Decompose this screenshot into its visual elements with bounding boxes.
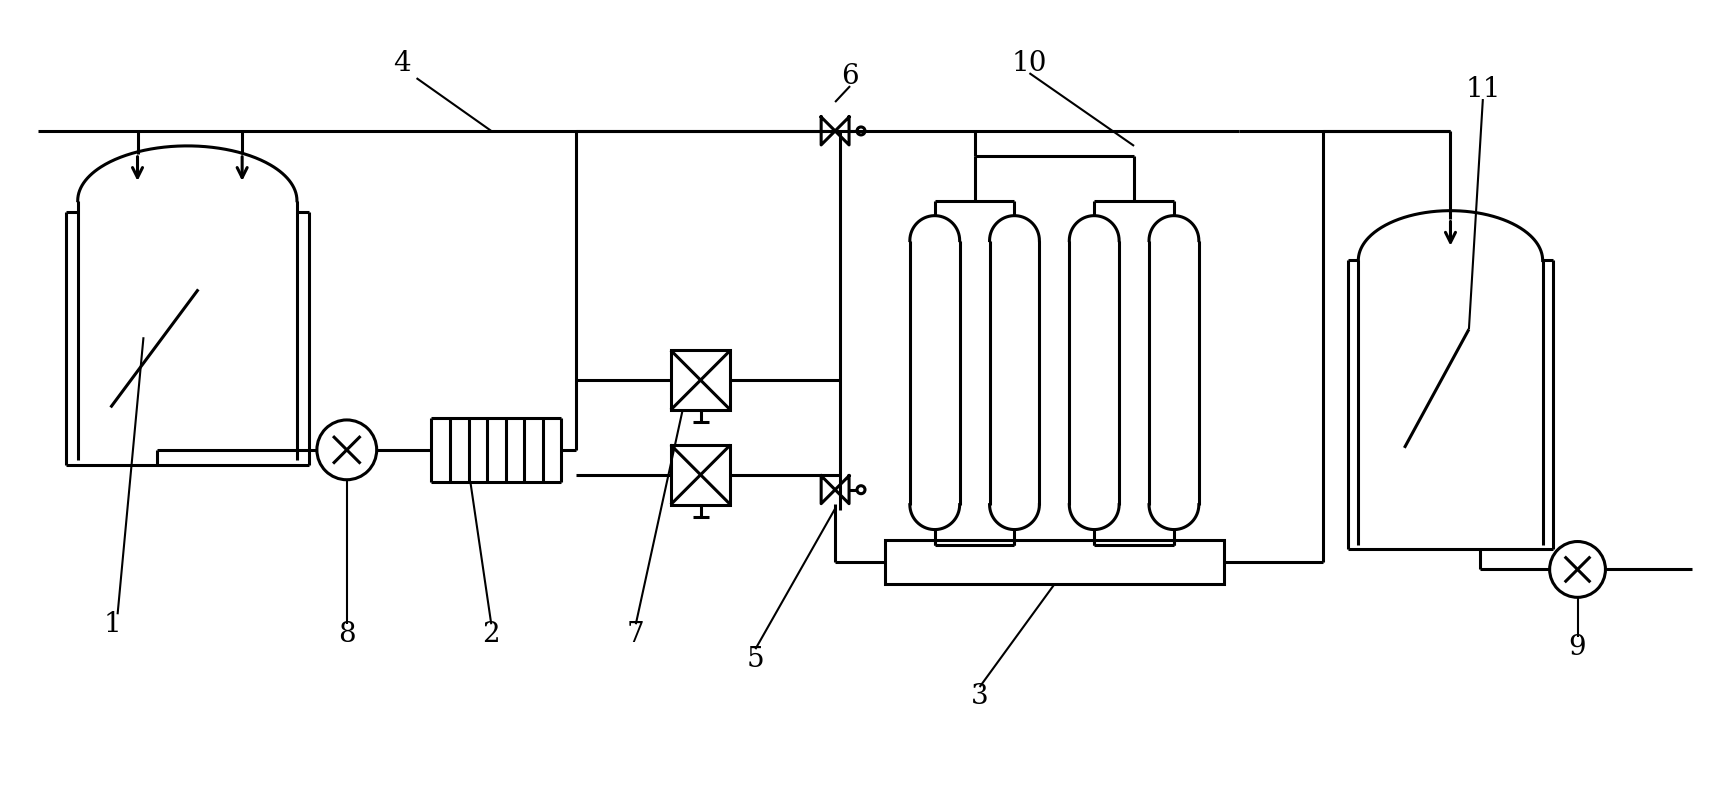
Text: 6: 6 <box>841 63 858 90</box>
Text: 5: 5 <box>747 646 765 672</box>
Text: 10: 10 <box>1012 49 1047 77</box>
Text: 3: 3 <box>971 684 988 710</box>
Text: 9: 9 <box>1569 633 1586 661</box>
Text: 11: 11 <box>1465 76 1500 103</box>
Text: 1: 1 <box>104 611 121 638</box>
Bar <box>886 540 1223 584</box>
Text: 2: 2 <box>483 621 500 648</box>
Text: 7: 7 <box>626 621 645 648</box>
Text: 4: 4 <box>393 49 410 77</box>
Bar <box>671 445 730 505</box>
Text: 8: 8 <box>337 621 356 648</box>
Bar <box>671 350 730 410</box>
